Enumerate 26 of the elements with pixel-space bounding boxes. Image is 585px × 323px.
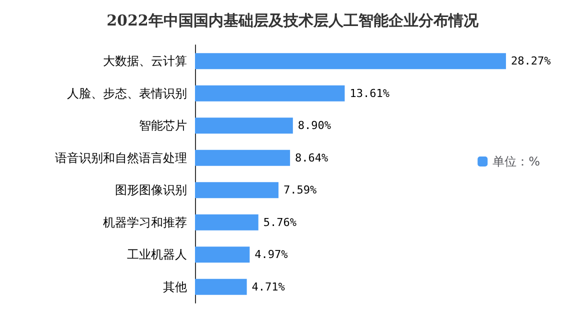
bar [195,182,278,198]
data-label: 13.61% [350,86,390,100]
bar [195,278,247,295]
bar [195,53,506,70]
data-label: 4.71% [252,280,286,294]
bar [195,118,293,134]
y-tick-label: 人脸、步态、表情识别 [67,86,187,100]
y-tick-label: 图形图像识别 [115,183,187,198]
data-label: 8.90% [298,119,332,132]
y-tick-label: 语音识别和自然语言处理 [55,150,187,165]
data-label: 5.76% [263,216,297,229]
bar [195,150,290,166]
y-tick-label: 机器学习和推荐 [103,215,187,230]
chart-title: 2022年中国国内基础层及技术层人工智能企业分布情况 [106,12,480,30]
data-label: 4.97% [254,248,288,262]
data-label: 7.59% [283,184,317,197]
legend-label: 单位：% [492,154,540,168]
y-tick-label: 其他 [163,280,187,294]
y-tick-label: 智能芯片 [139,118,187,133]
bar [195,246,250,263]
data-label: 8.64% [295,151,329,164]
y-tick-label: 大数据、云计算 [103,54,187,68]
bar [195,214,258,230]
y-tick-label: 工业机器人 [127,248,187,262]
bar [195,85,345,102]
data-label: 28.27% [510,54,552,68]
